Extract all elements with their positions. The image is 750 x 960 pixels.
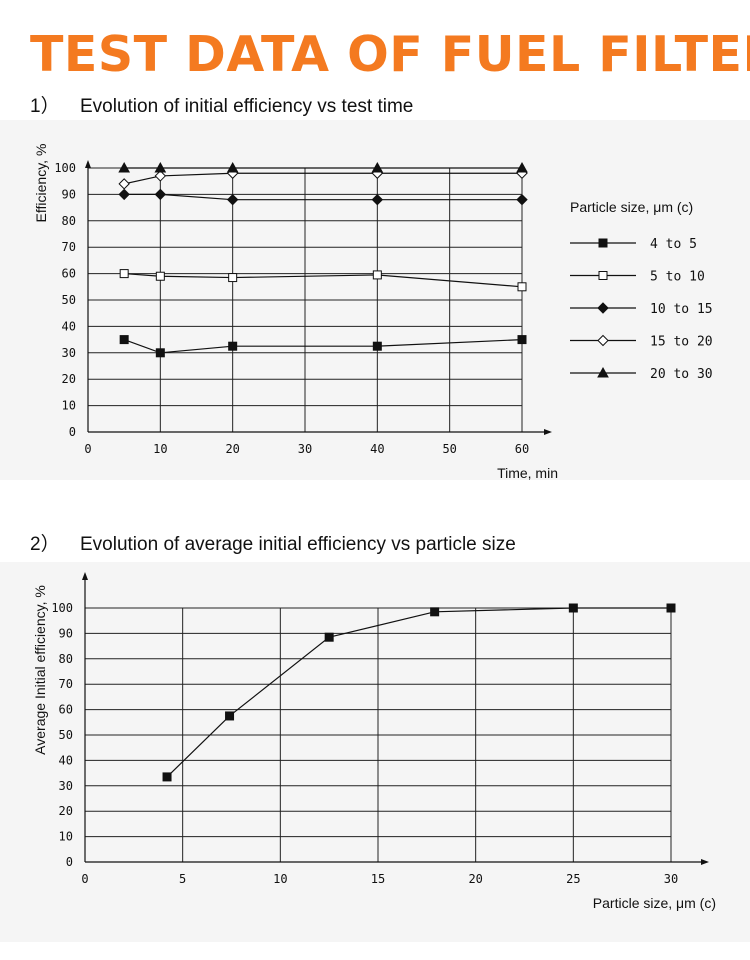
- chart1-legend-label: 4 to 5: [650, 237, 697, 252]
- chart1-legend-label: 10 to 15: [650, 302, 713, 317]
- chart2-y-tick-label: 0: [66, 855, 73, 869]
- chart1-series-3-point: [118, 188, 130, 201]
- chart1-series-3-point: [371, 193, 384, 206]
- chart2-y-tick-label: 60: [59, 703, 73, 717]
- chart2-y-tick-label: 70: [59, 677, 73, 691]
- chart1-series-2-point: [228, 273, 238, 283]
- chart1-y-tick-label: 100: [54, 161, 76, 175]
- chart2-x-tick-label: 30: [664, 872, 678, 886]
- chart1-series-5-point: [118, 161, 131, 173]
- chart1-legend-label: 20 to 30: [650, 367, 713, 382]
- chart1-series-5-point: [154, 161, 167, 173]
- chart2-y-tick-label: 50: [59, 728, 73, 742]
- chart1-series-line-3: [124, 193, 522, 201]
- chart1-x-tick-label: 20: [225, 442, 239, 456]
- chart1-series-3-point: [154, 188, 167, 201]
- chart1-series-3-point: [226, 193, 239, 206]
- chart1-legend-marker-4: [597, 334, 609, 347]
- chart2-y-tick-label: 100: [51, 601, 73, 615]
- chart2-y-tick-label: 20: [59, 804, 73, 818]
- chart1-y-tick-label: 0: [69, 425, 76, 439]
- chart1-legend-marker-5: [597, 366, 609, 378]
- chart2-series-1-point: [225, 711, 235, 721]
- chart1-y-tick-label: 30: [62, 346, 76, 360]
- chart1-series-line-2: [124, 273, 523, 288]
- chart2-series-1-point: [666, 603, 676, 613]
- chart1-y-tick-label: 60: [62, 267, 76, 281]
- chart1-y-axis-title: Efficiency, %: [33, 144, 49, 223]
- chart1-x-tick-label: 0: [84, 442, 91, 456]
- chart1-series-5-point: [226, 161, 239, 173]
- chart2-y-tick-label: 90: [59, 626, 73, 640]
- chart1-series-1-point: [372, 341, 382, 351]
- chart1-y-tick-label: 70: [62, 240, 76, 254]
- chart1-series-2-point: [155, 271, 165, 281]
- chart1-series-2-point: [517, 282, 527, 292]
- section-1-title: Evolution of initial efficiency vs test …: [80, 96, 414, 117]
- chart2-x-tick-label: 5: [179, 872, 186, 886]
- chart2-x-axis-title: Particle size, μm (c): [593, 895, 716, 911]
- chart1-series-line-1: [123, 339, 523, 354]
- chart2-y-tick-label: 40: [59, 753, 73, 767]
- section-2-heading: 2） Evolution of average initial efficienc…: [30, 535, 516, 554]
- chart1-series-1-point: [228, 341, 238, 351]
- chart1-x-tick-label: 10: [153, 442, 167, 456]
- chart1-series-5-point: [371, 161, 384, 173]
- chart2-x-tick-label: 20: [468, 872, 482, 886]
- chart2-series-1-point: [162, 772, 172, 782]
- page-title: TEST DATA OF FUEL FILTER: [30, 26, 750, 83]
- chart1-x-axis-title: Time, min: [497, 465, 558, 481]
- chart1-series-2-point: [372, 270, 382, 280]
- chart2-y-tick-label: 80: [59, 652, 73, 666]
- chart2-series-1-point: [430, 607, 440, 617]
- chart1-x-tick-label: 60: [515, 442, 529, 456]
- chart-2-panel: [0, 562, 750, 942]
- chart1-legend-marker-2: [598, 271, 608, 280]
- chart2-series-1-point: [324, 632, 334, 642]
- chart1-y-tick-label: 20: [62, 372, 76, 386]
- chart1-series-3-point: [516, 193, 528, 206]
- chart1-legend-label: 15 to 20: [650, 335, 713, 350]
- chart1-y-tick-label: 80: [62, 214, 76, 228]
- chart2-x-axis-arrow: [701, 859, 709, 865]
- chart1-series-4-point: [154, 170, 167, 182]
- chart2-x-tick-label: 25: [566, 872, 580, 886]
- chart2-y-tick-label: 30: [59, 779, 73, 793]
- chart2-x-tick-label: 10: [273, 872, 287, 886]
- chart1-y-tick-label: 10: [62, 399, 76, 413]
- chart1-x-tick-label: 40: [370, 442, 384, 456]
- chart1-legend-marker-1: [598, 238, 608, 248]
- chart2-y-tick-label: 10: [59, 830, 73, 844]
- chart2-x-tick-label: 15: [371, 872, 385, 886]
- chart2-series-1-point: [568, 603, 578, 613]
- chart1-x-tick-label: 30: [298, 442, 312, 456]
- chart1-y-tick-label: 50: [62, 293, 76, 307]
- chart1-x-tick-label: 50: [442, 442, 456, 456]
- efficiency-vs-particle-size-chart: 0 10 20 30 40 50 60 70 80 90 100 0 5 10 15 20 25 30 Partic…: [32, 572, 716, 911]
- chart1-series-1-point: [155, 348, 165, 358]
- chart1-series-1-point: [517, 335, 527, 345]
- section-1-number: 1）: [30, 96, 60, 117]
- chart1-series-4-point: [118, 178, 130, 190]
- chart1-legend-marker-3: [597, 302, 609, 314]
- chart2-y-axis-arrow: [82, 572, 88, 580]
- chart1-legend-title: Particle size, μm (c): [570, 199, 693, 215]
- section-2-number: 2）: [30, 534, 60, 555]
- chart2-x-tick-label: 0: [81, 872, 88, 886]
- section-1-heading: 1） Evolution of initial efficiency vs tes…: [30, 97, 413, 116]
- chart2-series-line-1: [166, 607, 671, 778]
- chart1-series-line-4: [124, 172, 522, 185]
- chart1-y-axis-arrow: [85, 160, 91, 168]
- section-2-title: Evolution of average initial efficiency …: [80, 534, 516, 555]
- chart1-y-tick-label: 90: [62, 187, 76, 201]
- chart1-series-2-point: [119, 269, 129, 279]
- chart1-x-axis-arrow: [544, 429, 552, 435]
- efficiency-vs-time-chart: 0 10 20 30 40 50 60 70 80 90 100 0 10 20 30 40 50 60 Time,…: [33, 144, 713, 481]
- chart1-series-1-point: [119, 335, 129, 345]
- chart1-y-tick-label: 40: [62, 319, 76, 333]
- chart1-series-5-point: [516, 161, 528, 173]
- chart2-y-axis-title: Average Initial efficiency, %: [32, 585, 48, 755]
- chart1-legend-label: 5 to 10: [650, 270, 705, 285]
